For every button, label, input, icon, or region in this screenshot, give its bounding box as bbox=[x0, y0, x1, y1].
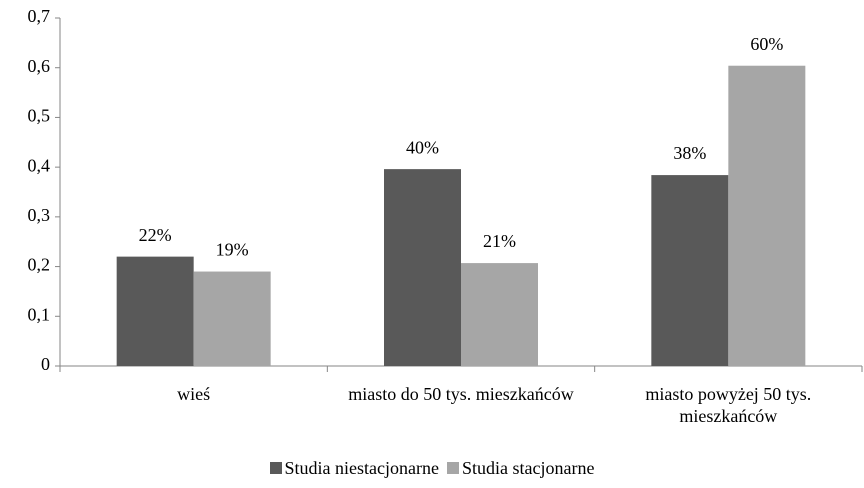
bar bbox=[651, 175, 729, 366]
legend: Studia niestacjonarne Studia stacjonarne bbox=[0, 458, 864, 479]
y-tick-label: 0,4 bbox=[28, 155, 51, 175]
legend-swatch bbox=[269, 462, 282, 474]
x-tick-label: wieś bbox=[177, 384, 211, 404]
y-tick-label: 0,3 bbox=[28, 205, 51, 225]
legend-label: Studia stacjonarne bbox=[461, 458, 595, 478]
data-label: 40% bbox=[406, 137, 439, 157]
data-label: 38% bbox=[673, 143, 706, 163]
x-tick-label: miasto powyżej 50 tys. mieszkańców bbox=[645, 384, 812, 426]
legend-swatch bbox=[446, 462, 459, 474]
y-tick-label: 0,6 bbox=[28, 56, 51, 76]
data-label: 22% bbox=[139, 225, 172, 245]
data-label: 60% bbox=[750, 34, 783, 54]
legend-item: Studia stacjonarne bbox=[446, 458, 595, 479]
bar bbox=[461, 263, 538, 366]
bar bbox=[116, 256, 194, 366]
data-label: 21% bbox=[483, 231, 516, 251]
x-tick-label: miasto do 50 tys. mieszkańców bbox=[348, 384, 574, 404]
data-label: 19% bbox=[216, 240, 249, 260]
y-tick-label: 0,5 bbox=[28, 106, 51, 126]
legend-label: Studia niestacjonarne bbox=[284, 458, 439, 478]
y-tick-label: 0,2 bbox=[28, 255, 51, 275]
legend-item: Studia niestacjonarne bbox=[269, 458, 439, 479]
bar bbox=[384, 169, 461, 366]
bar bbox=[728, 65, 806, 367]
y-tick-label: 0,7 bbox=[28, 6, 51, 26]
y-tick-label: 0,1 bbox=[28, 304, 51, 324]
y-tick-label: 0 bbox=[41, 354, 50, 374]
bar bbox=[193, 271, 271, 366]
